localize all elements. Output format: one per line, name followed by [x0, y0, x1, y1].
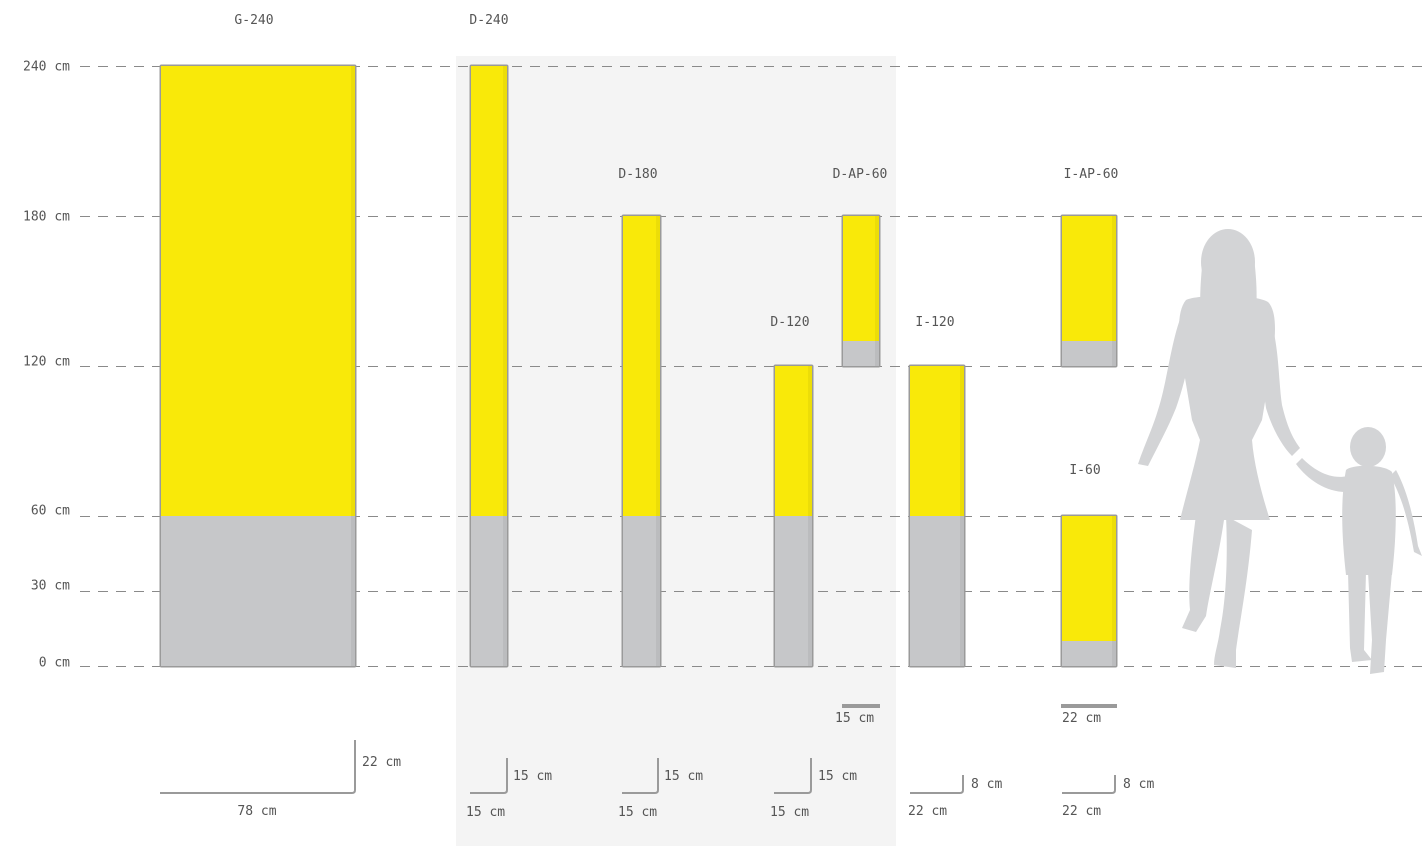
child-silhouette-icon: [1296, 427, 1422, 674]
side-shade: [503, 66, 507, 666]
product-g-240: G-240: [159, 13, 357, 668]
side-shade: [1112, 516, 1116, 666]
product-label: D-180: [618, 167, 657, 182]
light-section: [471, 66, 507, 516]
product-i-120: I-120: [908, 315, 966, 668]
base-section: [843, 341, 879, 366]
product-label: D-120: [770, 315, 809, 330]
footprint-shape: [622, 758, 659, 794]
side-shade: [960, 366, 964, 666]
footprint-depth-label: 15 cm: [664, 769, 703, 784]
footprint-shape: [910, 775, 964, 794]
base-section: [623, 516, 660, 666]
footprint-width-label: 15 cm: [770, 805, 809, 820]
base-section: [775, 516, 812, 666]
scale-label-60: 60 cm: [31, 504, 70, 519]
footprint-shape: [774, 758, 812, 794]
base-section: [161, 516, 355, 666]
footprint-g-240: 78 cm 22 cm: [160, 740, 401, 819]
base-section: [471, 516, 507, 666]
width-marker-line: [842, 704, 880, 708]
product-d-ap-60: D-AP-60: [833, 167, 888, 368]
product-label: G-240: [234, 13, 273, 28]
light-section: [1062, 216, 1116, 341]
footprint-width-label: 15 cm: [618, 805, 657, 820]
footprint-i-60: 22 cm 8 cm: [1062, 775, 1154, 819]
scale-figures: [1138, 229, 1422, 674]
footprint-depth-label: 8 cm: [1123, 777, 1154, 792]
ap-width-markers: 15 cm 22 cm: [835, 704, 1117, 726]
scale-label-0: 0 cm: [39, 656, 70, 671]
footprint-shape: [470, 758, 508, 794]
product-label: D-240: [469, 13, 508, 28]
footprint-shape: [160, 740, 356, 794]
footprint-i-120: 22 cm 8 cm: [908, 775, 1002, 819]
footprint-width-label: 15 cm: [466, 805, 505, 820]
footprint-d-240: 15 cm 15 cm: [466, 758, 552, 820]
woman-silhouette-icon: [1138, 229, 1300, 668]
footprint-depth-label: 8 cm: [971, 777, 1002, 792]
product-label: I-120: [915, 315, 954, 330]
side-shade: [875, 216, 879, 366]
light-section: [1062, 516, 1116, 641]
footprint-width-label: 22 cm: [908, 804, 947, 819]
footprint-depth-label: 15 cm: [513, 769, 552, 784]
product-label: I-AP-60: [1064, 167, 1119, 182]
scale-label-240: 240 cm: [23, 60, 70, 75]
d-series-panel: [456, 56, 896, 846]
footprint-width-label: 22 cm: [1062, 804, 1101, 819]
footprint-diagrams: 78 cm 22 cm 15 cm 15 cm 15 cm 15 cm 15 c…: [160, 740, 1154, 820]
footprint-shape: [1062, 775, 1116, 794]
width-marker-label: 22 cm: [1062, 711, 1101, 726]
base-section: [1062, 341, 1116, 366]
product-d-180: D-180: [618, 167, 662, 668]
side-shade: [1112, 216, 1116, 366]
light-section: [843, 216, 879, 341]
base-section: [1062, 641, 1116, 666]
width-marker-line: [1061, 704, 1117, 708]
footprint-d-120: 15 cm 15 cm: [770, 758, 857, 820]
footprint-depth-label: 22 cm: [362, 755, 401, 770]
product-i-60: I-60: [1060, 463, 1118, 668]
side-shade: [351, 66, 355, 666]
scale-label-30: 30 cm: [31, 579, 70, 594]
width-marker-d-ap-60: 15 cm: [835, 704, 880, 726]
product-columns: G-240 D-240 D-180 D-120 D-AP-60 I-120 I-AP-60 I…: [159, 13, 1119, 668]
scale-label-180: 180 cm: [23, 210, 70, 225]
light-section: [910, 366, 964, 516]
side-shade: [808, 366, 812, 666]
scale-label-120: 120 cm: [23, 355, 70, 370]
footprint-width-label: 78 cm: [237, 804, 276, 819]
footprint-d-180: 15 cm 15 cm: [618, 758, 703, 820]
product-d-240: D-240: [469, 13, 509, 668]
product-d-120: D-120: [770, 315, 814, 668]
side-shade: [656, 216, 660, 666]
base-section: [910, 516, 964, 666]
product-label: I-60: [1069, 463, 1100, 478]
product-label: D-AP-60: [833, 167, 888, 182]
footprint-depth-label: 15 cm: [818, 769, 857, 784]
light-section: [623, 216, 660, 516]
product-i-ap-60: I-AP-60: [1060, 167, 1119, 368]
light-section: [161, 66, 355, 516]
light-section: [775, 366, 812, 516]
width-marker-i-ap-60: 22 cm: [1061, 704, 1117, 726]
width-marker-label: 15 cm: [835, 711, 874, 726]
